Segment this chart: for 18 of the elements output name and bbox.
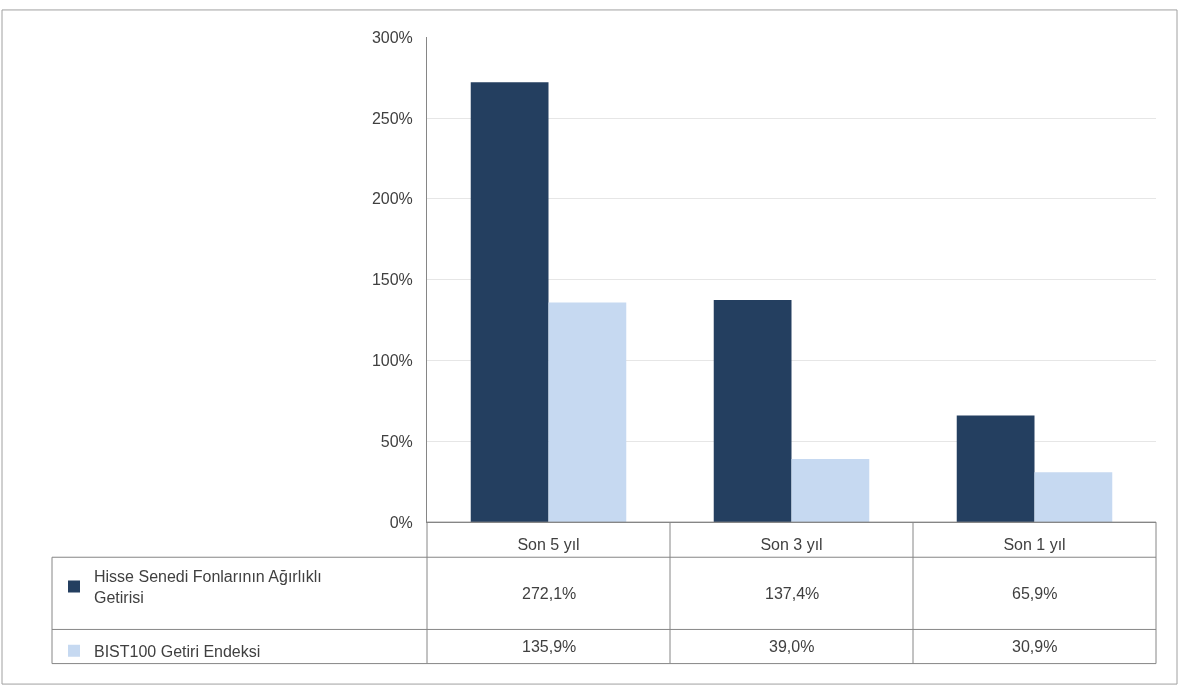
data-label: 30,9% [1012, 638, 1058, 655]
x-tick-label: Son 3 yıl [760, 536, 823, 554]
data-label: 137,4% [765, 585, 820, 602]
data-label: 65,9% [1012, 585, 1058, 602]
y-tick-label: 50% [380, 432, 413, 450]
legend-label: BIST100 Getiri Endeksi [94, 642, 261, 660]
data-label: 272,1% [522, 585, 577, 602]
y-tick-label: 100% [371, 352, 413, 370]
legend-label: Hisse Senedi Fonlarının Ağırlıklı Getirisi [94, 568, 322, 607]
y-tick-label: 0% [389, 513, 413, 531]
y-tick-label: 250% [371, 109, 413, 127]
data-label: 135,9% [522, 638, 577, 655]
y-tick-label: 300% [371, 28, 413, 46]
x-tick-label: Son 1 yıl [1003, 536, 1066, 554]
data-label: 39,0% [769, 638, 815, 655]
y-tick-label: 150% [371, 271, 413, 289]
x-tick-label: Son 5 yıl [517, 536, 580, 554]
y-tick-label: 200% [371, 190, 413, 208]
